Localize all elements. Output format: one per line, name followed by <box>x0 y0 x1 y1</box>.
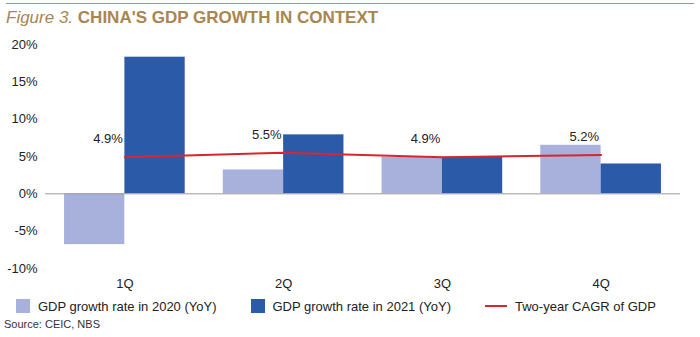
html-text:GDP growth rate in 2020 (YoY): GDP growth rate in 2020 (YoY) <box>38 298 217 314</box>
svg-text:5.5%: 5.5% <box>252 127 282 142</box>
svg-text:3Q: 3Q <box>434 276 451 291</box>
svg-text:-5%: -5% <box>14 223 38 238</box>
svg-text:5.2%: 5.2% <box>569 129 599 144</box>
svg-text:4Q: 4Q <box>592 276 609 291</box>
svg-text:4.9%: 4.9% <box>411 131 441 146</box>
svg-text:5%: 5% <box>19 149 38 164</box>
svg-text:15%: 15% <box>11 74 37 89</box>
svg-text:10%: 10% <box>11 111 37 126</box>
svg-text:-10%: -10% <box>7 261 38 276</box>
svg-text:1Q: 1Q <box>116 276 133 291</box>
svg-text:0%: 0% <box>19 186 38 201</box>
svg-text:20%: 20% <box>11 37 37 52</box>
svg-text:2Q: 2Q <box>275 276 292 291</box>
svg-text:4.9%: 4.9% <box>93 131 123 146</box>
html-text:Source: CEIC, NBS: Source: CEIC, NBS <box>4 318 100 330</box>
html-text:GDP growth rate in 2021 (YoY): GDP growth rate in 2021 (YoY) <box>272 298 451 314</box>
html-text:Two-year CAGR of GDP: Two-year CAGR of GDP <box>515 298 656 314</box>
html-text:Figure 3. CHINA'S GDP GROWTH I: Figure 3. CHINA'S GDP GROWTH IN CONTEXT <box>6 8 379 27</box>
